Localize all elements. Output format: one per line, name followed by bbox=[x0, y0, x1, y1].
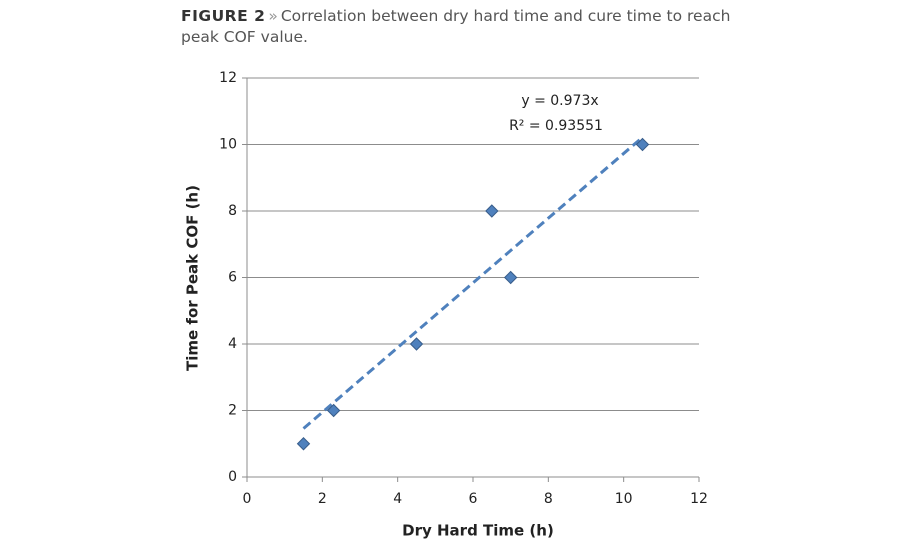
y-tick-label: 4 bbox=[228, 336, 237, 352]
y-tick-label: 12 bbox=[219, 70, 237, 86]
title-separator: » bbox=[268, 7, 278, 25]
data-point bbox=[326, 403, 341, 418]
x-tick-label: 8 bbox=[544, 491, 553, 507]
chart-title-block: FIGURE 2» Correlation between dry hard ti… bbox=[181, 6, 741, 48]
y-tick-label: 6 bbox=[228, 270, 237, 286]
chart-title: Correlation between dry hard time and cu… bbox=[181, 7, 731, 46]
x-tick-label: 4 bbox=[393, 491, 402, 507]
trendline bbox=[302, 136, 644, 430]
data-point bbox=[409, 337, 424, 351]
data-point bbox=[503, 270, 518, 285]
y-tick-label: 10 bbox=[219, 137, 237, 153]
y-axis-label: Time for Peak COF (h) bbox=[184, 185, 202, 371]
x-tick-label: 2 bbox=[318, 491, 327, 507]
data-point bbox=[635, 137, 650, 152]
x-tick-label: 12 bbox=[690, 491, 708, 507]
data-point bbox=[296, 437, 311, 451]
x-axis-label: Dry Hard Time (h) bbox=[402, 522, 554, 540]
trendline-r-squared: R² = 0.93551 bbox=[509, 118, 603, 134]
y-tick-label: 2 bbox=[228, 403, 237, 419]
data-point bbox=[485, 204, 499, 218]
y-tick-label: 0 bbox=[228, 469, 237, 485]
x-tick-label: 10 bbox=[615, 491, 633, 507]
figure-label: FIGURE 2 bbox=[181, 7, 266, 25]
trendline-equation: y = 0.973x bbox=[521, 93, 598, 109]
x-tick-label: 0 bbox=[243, 491, 252, 507]
y-tick-label: 8 bbox=[228, 203, 237, 219]
x-tick-label: 6 bbox=[469, 491, 478, 507]
